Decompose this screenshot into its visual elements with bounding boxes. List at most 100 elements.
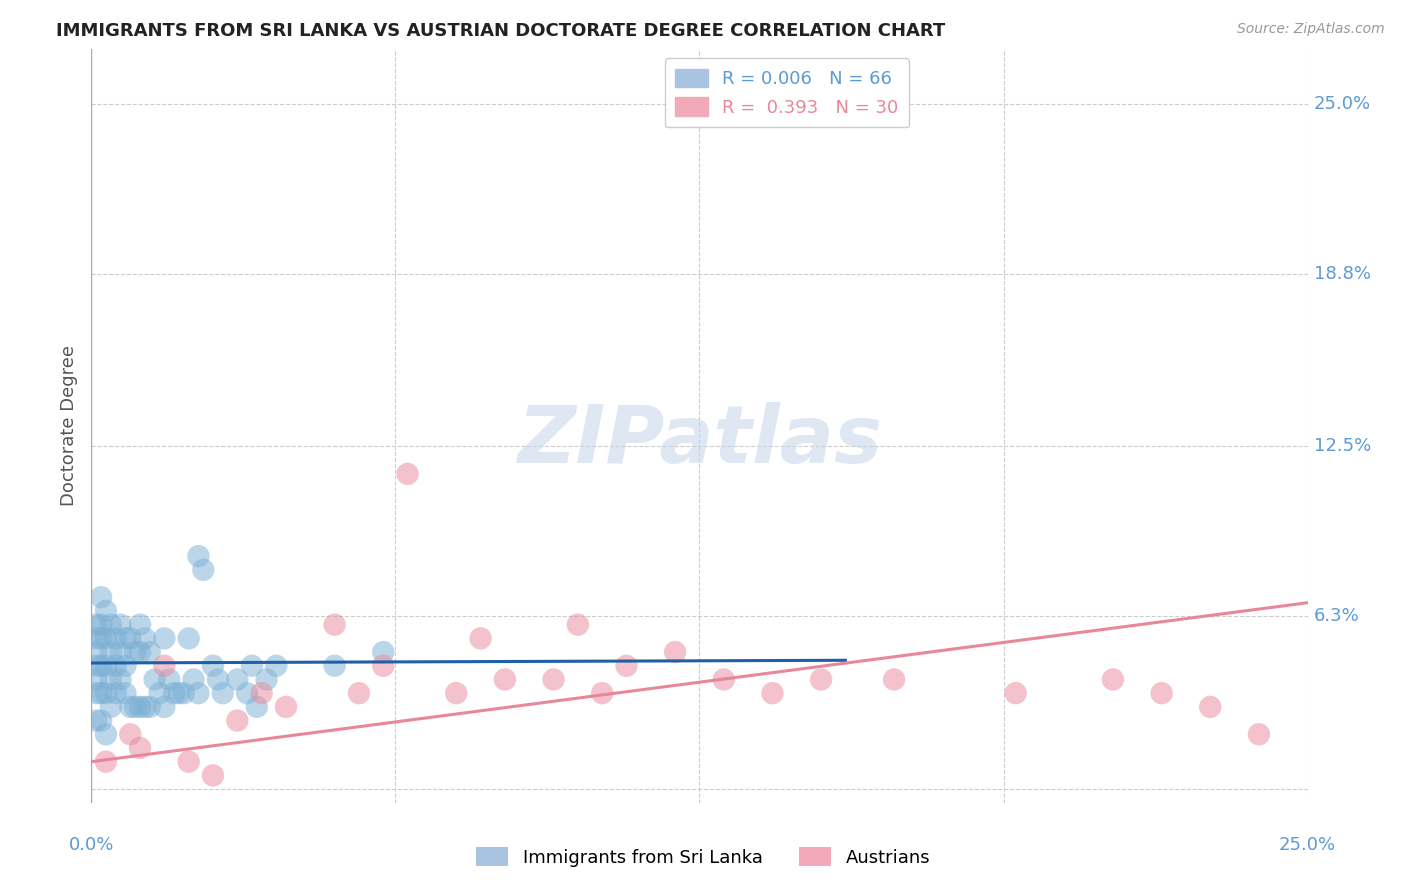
Point	[129, 741, 152, 756]
Point	[1004, 686, 1026, 700]
Point	[90, 591, 112, 605]
Point	[1150, 686, 1173, 700]
Point	[274, 699, 297, 714]
Point	[543, 673, 565, 687]
Point	[94, 755, 117, 769]
Point	[373, 645, 395, 659]
Point	[110, 645, 132, 659]
Point	[226, 714, 249, 728]
Point	[202, 768, 225, 782]
Point	[120, 727, 142, 741]
Point	[444, 686, 467, 700]
Text: 25.0%: 25.0%	[1313, 95, 1371, 113]
Point	[120, 632, 142, 646]
Point	[264, 658, 287, 673]
Point	[114, 658, 136, 673]
Text: 0.0%: 0.0%	[69, 836, 114, 854]
Point	[100, 617, 122, 632]
Point	[104, 686, 127, 700]
Point	[1199, 699, 1222, 714]
Point	[94, 658, 117, 673]
Point	[236, 686, 259, 700]
Y-axis label: Doctorate Degree: Doctorate Degree	[59, 345, 77, 507]
Point	[226, 673, 249, 687]
Point	[183, 673, 205, 687]
Point	[129, 645, 152, 659]
Text: 12.5%: 12.5%	[1313, 437, 1371, 456]
Point	[104, 632, 127, 646]
Point	[591, 686, 613, 700]
Point	[347, 686, 370, 700]
Point	[134, 699, 156, 714]
Point	[250, 686, 273, 700]
Point	[1247, 727, 1270, 741]
Point	[90, 686, 112, 700]
Point	[84, 686, 107, 700]
Point	[246, 699, 269, 714]
Point	[567, 617, 589, 632]
Point	[90, 617, 112, 632]
Point	[256, 673, 278, 687]
Point	[120, 699, 142, 714]
Point	[139, 699, 162, 714]
Point	[100, 645, 122, 659]
Point	[84, 645, 107, 659]
Point	[84, 632, 107, 646]
Point	[90, 632, 112, 646]
Point	[177, 755, 200, 769]
Text: Source: ZipAtlas.com: Source: ZipAtlas.com	[1237, 22, 1385, 37]
Point	[373, 658, 395, 673]
Point	[157, 673, 180, 687]
Point	[153, 699, 176, 714]
Point	[94, 632, 117, 646]
Point	[124, 699, 146, 714]
Point	[134, 632, 156, 646]
Point	[84, 658, 107, 673]
Point	[202, 658, 225, 673]
Point	[94, 686, 117, 700]
Legend: Immigrants from Sri Lanka, Austrians: Immigrants from Sri Lanka, Austrians	[468, 840, 938, 874]
Text: 6.3%: 6.3%	[1313, 607, 1360, 625]
Point	[100, 699, 122, 714]
Point	[713, 673, 735, 687]
Point	[177, 632, 200, 646]
Point	[104, 658, 127, 673]
Point	[84, 673, 107, 687]
Point	[494, 673, 516, 687]
Point	[114, 632, 136, 646]
Point	[90, 714, 112, 728]
Point	[396, 467, 419, 481]
Legend: R = 0.006   N = 66, R =  0.393   N = 30: R = 0.006 N = 66, R = 0.393 N = 30	[665, 58, 910, 128]
Point	[163, 686, 186, 700]
Point	[616, 658, 638, 673]
Point	[664, 645, 686, 659]
Point	[90, 658, 112, 673]
Point	[153, 658, 176, 673]
Point	[240, 658, 263, 673]
Text: 18.8%: 18.8%	[1313, 265, 1371, 283]
Point	[470, 632, 492, 646]
Point	[129, 617, 152, 632]
Point	[110, 617, 132, 632]
Point	[187, 686, 209, 700]
Point	[124, 645, 146, 659]
Point	[94, 604, 117, 618]
Point	[761, 686, 783, 700]
Point	[139, 645, 162, 659]
Point	[187, 549, 209, 563]
Point	[323, 617, 346, 632]
Point	[84, 714, 107, 728]
Text: 25.0%: 25.0%	[1279, 836, 1336, 854]
Point	[207, 673, 229, 687]
Text: ZIPatlas: ZIPatlas	[517, 402, 882, 480]
Text: IMMIGRANTS FROM SRI LANKA VS AUSTRIAN DOCTORATE DEGREE CORRELATION CHART: IMMIGRANTS FROM SRI LANKA VS AUSTRIAN DO…	[56, 22, 945, 40]
Point	[129, 699, 152, 714]
Point	[883, 673, 905, 687]
Point	[1102, 673, 1125, 687]
Point	[153, 632, 176, 646]
Point	[810, 673, 832, 687]
Point	[114, 686, 136, 700]
Point	[110, 673, 132, 687]
Point	[100, 673, 122, 687]
Point	[173, 686, 195, 700]
